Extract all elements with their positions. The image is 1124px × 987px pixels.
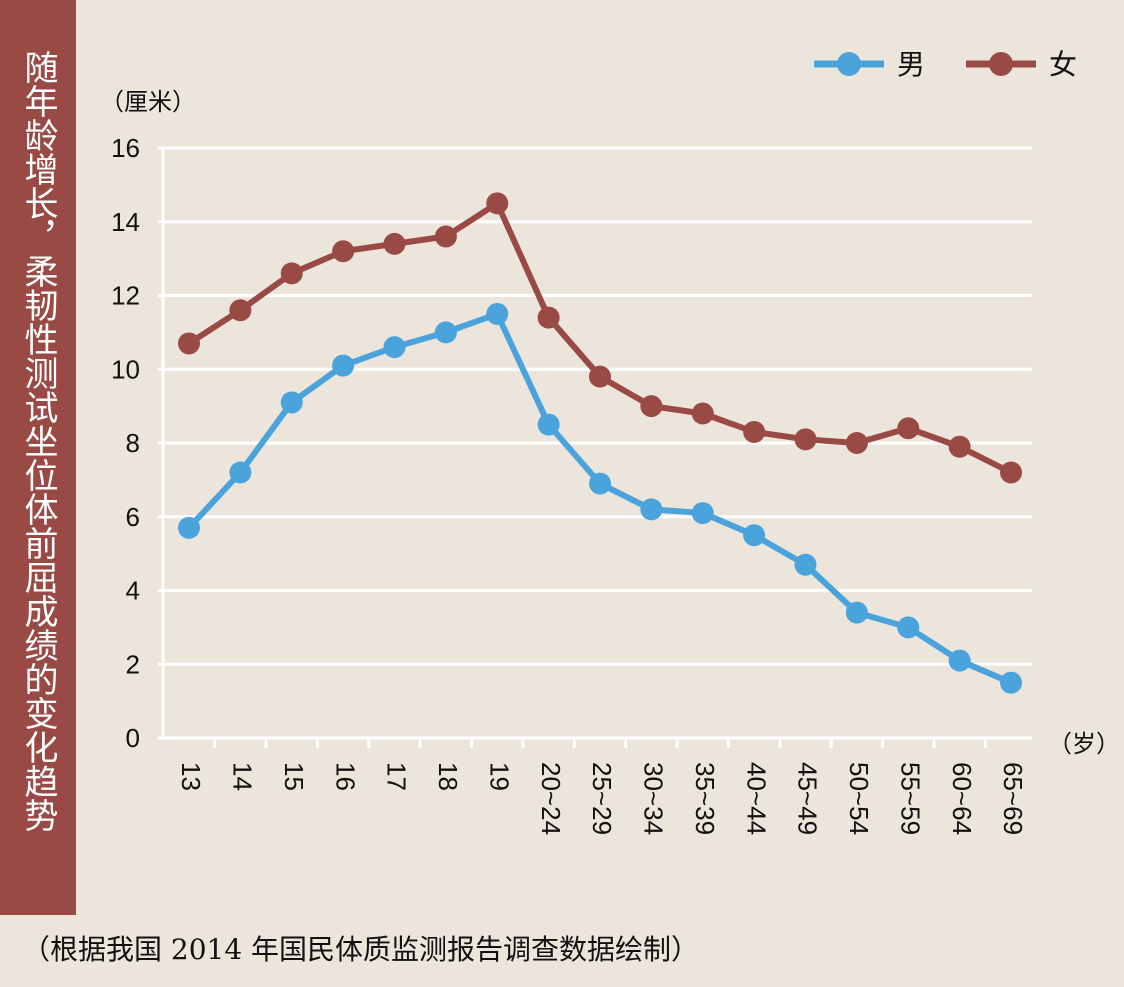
x-tick-label: 55~59 [895,762,925,835]
data-point [178,516,200,539]
data-point [537,413,560,436]
x-tick-label: 40~44 [741,762,771,835]
grid [158,146,1032,748]
data-point [1000,671,1022,694]
x-tick-label: 25~29 [587,762,617,835]
y-axis-unit: （厘米） [100,88,196,116]
series-1 [178,192,1022,484]
data-point [229,461,252,484]
y-tick-label: 6 [126,502,140,532]
data-point [486,192,509,215]
x-tick-label: 65~69 [998,762,1028,835]
data-point [332,240,355,263]
x-tick-label: 60~64 [947,762,977,835]
data-point [434,321,457,344]
side-title-bar: 随年龄增长，柔韧性测试坐位体前屈成绩的变化趋势 [0,0,76,915]
y-tick-label: 10 [111,354,140,384]
y-tick-label: 2 [126,649,140,679]
data-point [897,417,920,440]
data-point [691,402,714,425]
data-point [743,524,766,547]
x-tick-label: 17 [382,762,412,791]
y-tick-label: 14 [111,207,140,237]
x-tick-labels: 13 14 15 16 17 18 19 20~24 25~29 30~34 35~39 40~44 4… [176,762,1028,835]
data-point [794,428,817,451]
data-point [691,502,714,525]
y-tick-labels: 0 2 4 6 8 10 12 14 16 [111,133,140,753]
data-point [229,299,252,322]
data-point [434,225,457,248]
axes [158,148,1032,740]
legend-item-1: 女 [966,48,1077,81]
x-tick-label: 30~34 [639,762,669,835]
data-point [178,332,200,355]
data-point [794,553,817,576]
data-point [897,616,920,639]
data-point [589,365,611,388]
legend: 男女 [814,48,1077,81]
data-point [383,336,406,359]
x-tick-label: 45~49 [793,762,823,835]
data-point [743,420,766,443]
x-tick-label: 14 [228,762,258,791]
series-0 [178,302,1022,694]
x-tick-label: 18 [433,762,463,791]
legend-label: 女 [1049,48,1077,81]
y-tick-label: 8 [126,428,140,458]
data-point [383,232,406,255]
x-tick-label: 20~24 [536,762,566,835]
legend-label: 男 [897,48,925,81]
data-point [845,601,868,624]
data-point [1000,461,1022,484]
legend-marker [837,52,861,76]
series [178,192,1022,694]
x-tick-label: 50~54 [844,762,874,835]
x-tick-label: 19 [484,762,514,791]
data-point [589,472,611,495]
data-point [948,435,971,458]
data-point [640,395,663,418]
x-tick-label: 15 [279,762,309,791]
legend-item-0: 男 [814,48,925,81]
data-point [486,302,509,325]
y-tick-label: 0 [126,723,140,753]
y-tick-label: 4 [126,576,140,606]
data-point [332,354,355,377]
data-point [640,498,663,521]
data-point [280,262,303,285]
x-tick-label: 16 [330,762,360,791]
side-title: 随年龄增长，柔韧性测试坐位体前屈成绩的变化趋势 [18,50,58,832]
x-tick-label: 13 [176,762,206,791]
series-line [187,200,1013,476]
data-point [845,432,868,454]
data-point [280,391,303,414]
data-point [948,649,971,672]
y-tick-label: 12 [111,281,140,311]
y-tick-label: 16 [111,133,140,163]
caption: （根据我国 2014 年国民体质监测报告调查数据绘制） [22,933,700,966]
legend-marker [989,52,1013,76]
x-tick-label: 35~39 [690,762,720,835]
data-point [537,306,560,329]
x-axis-unit: （岁） [1048,730,1120,758]
